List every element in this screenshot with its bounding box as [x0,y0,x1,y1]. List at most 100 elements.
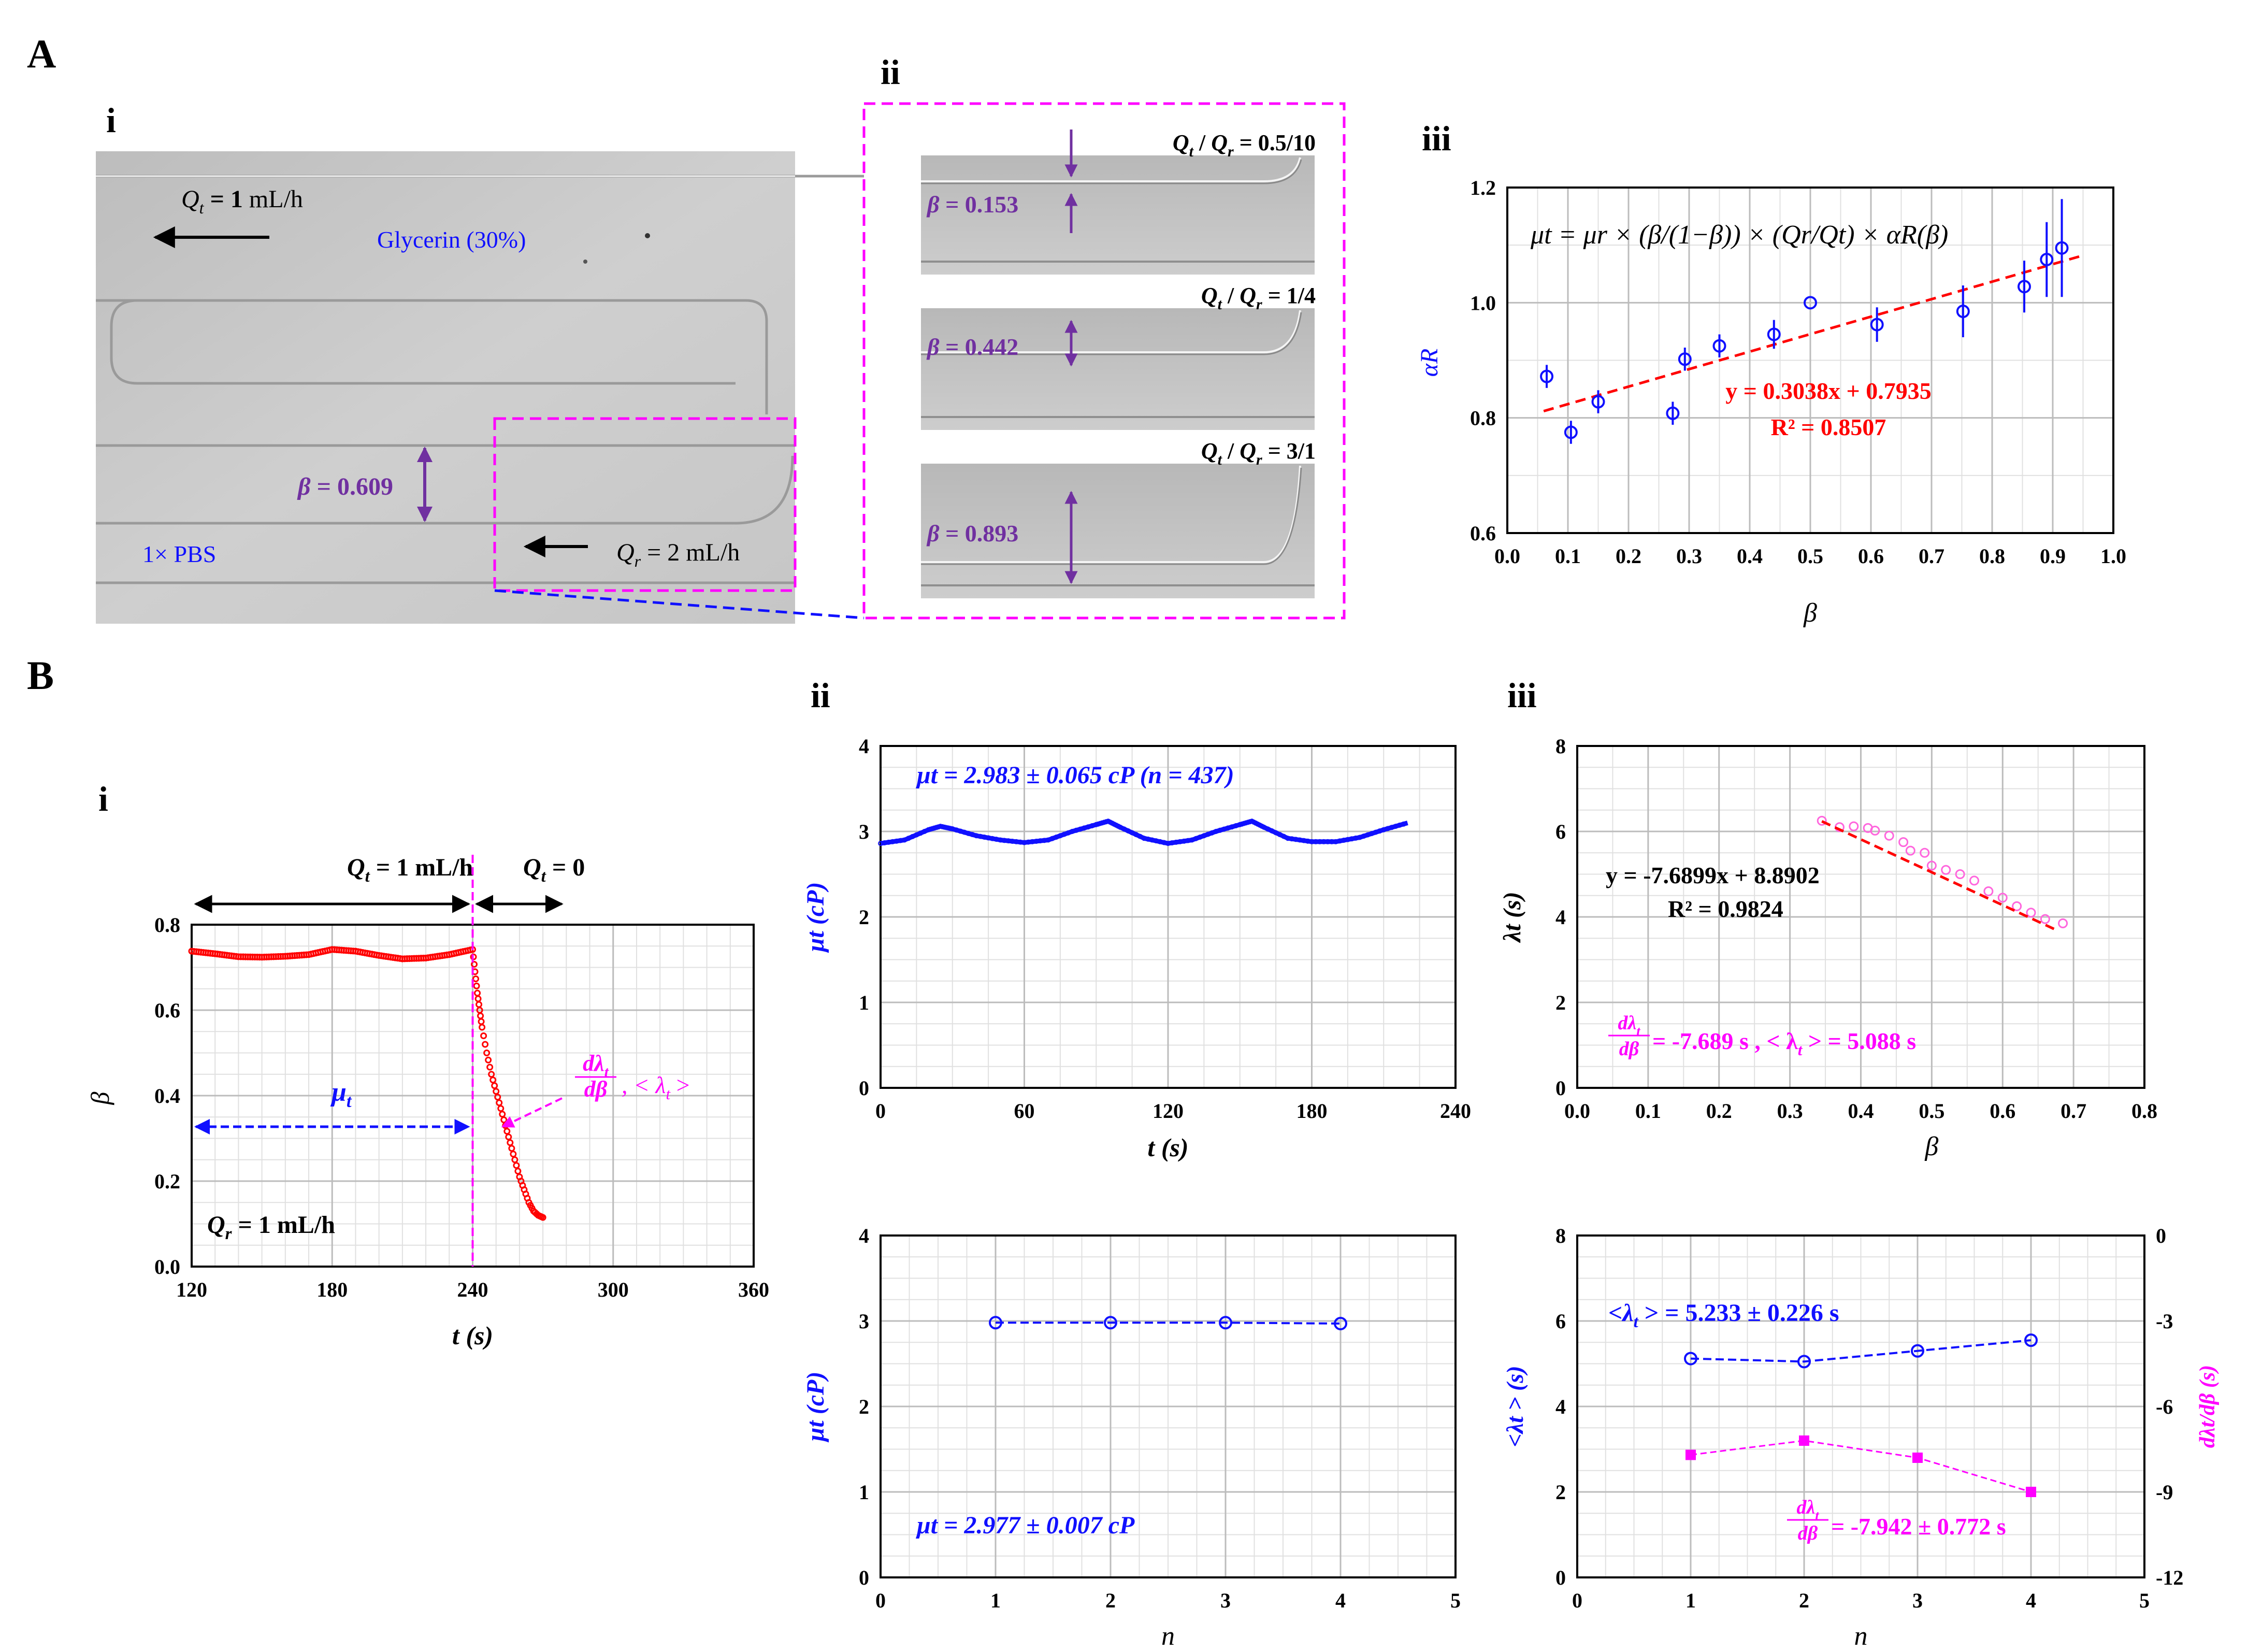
x-tick-label: 0.7 [1919,544,1944,568]
lambda-summary: = -7.689 s , < λt > = 5.088 s [1652,1028,1916,1059]
flow-ratio-label-part: / [1193,130,1211,155]
data-point [1265,826,1271,832]
data-point [1926,860,1937,871]
data-point [503,1128,511,1135]
flow-ratio-label-part: t [1218,296,1223,313]
x-tick-label: 60 [1014,1099,1035,1123]
qt-off-label: Qt = 0 [523,854,585,886]
data-point [474,989,481,997]
x-tick-label: 0.0 [1494,544,1520,568]
data-point [499,1111,506,1118]
qr-label: Qr = 1 mL/h [207,1211,335,1243]
data-point [493,1088,500,1095]
beta-value-label-part: β [926,191,940,218]
chart-B-ii-bottom: 0 1 2 3 4 5 0 1 2 3 4 μt = 2.977 ± 0.007 cP n μt (cP) [802,1224,1461,1651]
dlambda-line [1690,1440,2032,1493]
data-point [510,1151,517,1158]
data-point [1712,339,1726,353]
x-tick-label: 0.8 [2131,1099,2157,1123]
y2-tick-label: -6 [2156,1395,2173,1418]
data-point [1269,828,1275,834]
dlambda-dbeta-label-numerator-part: dλ [1796,1497,1815,1518]
data-point [496,1099,503,1107]
flow-ratio-label-part: Q [1173,130,1189,155]
pbs-label: 1× PBS [142,541,216,567]
flow-ratio-label-part: t [1218,451,1223,468]
lambda-mean-annotation-part: t [1634,1313,1639,1331]
data-point [491,1082,498,1089]
plot-frame [1576,1234,2145,1578]
beta-value-label-part: β [926,334,940,360]
dlambda-dbeta-label-numerator: dλt [1618,1012,1640,1039]
data-point [1870,318,1884,332]
data-point [494,1094,501,1101]
lambda-summary-part: = -7.689 s , < λ [1652,1028,1798,1054]
y-tick-label: 4 [859,735,869,758]
data-point [2026,1487,2036,1497]
y2-tick-label: -3 [2156,1310,2173,1333]
mu-span-label: μt [330,1078,352,1111]
data-point [1261,824,1266,830]
x-tick-label: 0.6 [1858,544,1884,568]
qr-label-part: = 1 mL/h [232,1211,335,1239]
x-axis-title: t (s) [1147,1133,1188,1162]
glycerin-label: Glycerin (30%) [377,226,526,253]
x-tick-label: 4 [1335,1589,1346,1612]
x-tick-label: 0.2 [1706,1099,1732,1123]
y-tick-label: 8 [1555,1224,1566,1247]
x-tick-label: 2 [1799,1589,1809,1612]
x-tick-label: 300 [598,1278,629,1301]
qt-on-label-part: = 1 mL/h [370,854,473,881]
y2-tick-label: -9 [2156,1481,2173,1504]
qt-on-label-part: t [365,867,370,886]
x-tick-label: 4 [2026,1589,2036,1612]
x-tick-label: 120 [1152,1099,1184,1123]
x-tick-label: 3 [1912,1589,1923,1612]
beta-value-label-part: = 0.442 [940,334,1019,360]
flow-ratio-label-part: r [1228,143,1234,160]
x-axis-title: β [1803,598,1817,628]
x-axis-title: β [1924,1132,1938,1161]
data-point [1983,886,1994,896]
data-point [1219,1316,1232,1330]
data-point [514,1168,522,1175]
mu-series-line [880,818,1408,846]
x-tick-label: 360 [738,1278,769,1301]
interface-line [921,157,1301,182]
qt-on-label-part: Q [347,854,365,881]
y-tick-label: 1 [859,1481,869,1504]
x-tick-label: 0.4 [1848,1099,1874,1123]
x-tick-label: 0.4 [1737,544,1763,568]
y-axis-title: αR [1416,349,1443,377]
qt-off-label-part: t [541,867,546,886]
fit-equation: y = -7.6899x + 8.8902 [1606,862,1820,888]
panel-label-B-ii: ii [811,676,830,715]
mu-mean-annotation: μt = 2.977 ± 0.007 cP [915,1512,1135,1539]
qr-label-part: r [225,1225,233,1243]
x-tick-label: 0.1 [1635,1099,1661,1123]
qt-off-label-part: Q [523,854,541,881]
data-point [1849,821,1859,831]
zoom-panel-A-ii: Qt / Qr = 0.5/10 β = 0.153 Qt / Qr = 1/4 β … [862,102,1346,620]
data-point [1277,832,1283,838]
data-point [508,1145,515,1152]
data-point [1685,1449,1696,1460]
y-axis-title: λt (s) [1499,892,1526,943]
data-point [1684,1352,1697,1366]
beta-value-label-part: = 0.893 [940,520,1019,547]
zoom-row-image [921,464,1315,598]
x-tick-label: 0.2 [1616,544,1641,568]
data-point [500,1116,508,1124]
x-tick-label: 1.0 [2100,544,2126,568]
data-point [1678,352,1692,366]
beta-value-label: β = 0.442 [926,334,1018,360]
panel-label-B-i: i [98,779,108,818]
qt-on-label: Qt = 1 mL/h [347,854,473,886]
dlambda-annotation: = -7.942 ± 0.772 s [1831,1513,2006,1540]
plot-frame [1576,745,2145,1089]
flow-ratio-label-part: t [1189,143,1194,160]
y-tick-label: 4 [1555,906,1566,929]
chart-B-ii-top: 0 60 120 180 240 0 1 2 3 4 μt = 2.983 ± 0.065 cP (… [802,735,1471,1162]
